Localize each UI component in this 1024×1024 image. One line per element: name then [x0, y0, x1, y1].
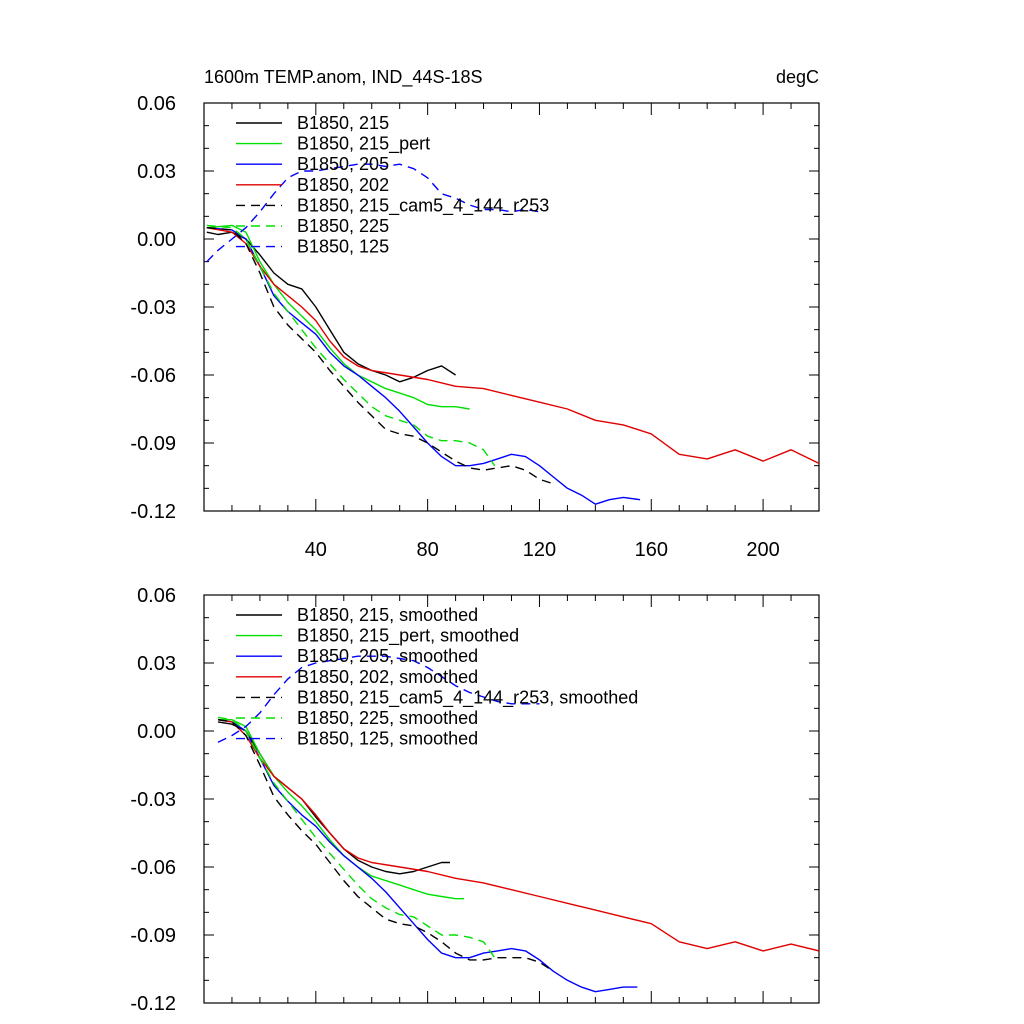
y-tick-label: -0.12	[130, 993, 176, 1015]
series-line-4	[217, 719, 554, 972]
x-tick-label: 200	[746, 539, 779, 561]
chart-title: 1600m TEMP.anom, IND_44S-18S	[204, 67, 482, 88]
y-tick-label: -0.06	[130, 857, 176, 879]
series-line-3	[206, 227, 819, 465]
y-tick-label: -0.12	[130, 501, 176, 523]
series-line-1	[206, 224, 470, 410]
y-tick-label: -0.06	[130, 365, 176, 387]
legend-entry: B1850, 225	[297, 216, 389, 236]
series-line-6	[217, 655, 540, 743]
y-tick-label: -0.09	[130, 433, 176, 455]
legend-entry: B1850, 215_pert, smoothed	[297, 626, 519, 647]
y-tick-label: -0.09	[130, 925, 176, 947]
legend-entry: B1850, 215_pert	[297, 134, 430, 155]
y-tick-label: -0.03	[130, 297, 176, 319]
legend-entry: B1850, 225, smoothed	[297, 708, 478, 728]
x-tick-label: 40	[305, 539, 327, 561]
legend-entry: B1850, 205	[297, 154, 389, 174]
series-line-2	[217, 719, 638, 993]
series-line-5	[217, 716, 496, 959]
legend-entry: B1850, 125	[297, 237, 389, 257]
legend-entry: B1850, 205, smoothed	[297, 646, 478, 666]
legend-entry: B1850, 215, smoothed	[297, 605, 478, 625]
x-tick-label: 120	[523, 539, 556, 561]
chart-top-raw: 1600m TEMP.anom, IND_44S-18S degC 0.06 0.03…	[130, 67, 820, 561]
legend-entry: B1850, 125, smoothed	[297, 729, 478, 749]
y-tick-label: 0.06	[137, 93, 176, 115]
legend-entry: B1850, 215_cam5_4_144_r253	[297, 195, 549, 216]
y-tick-label: 0.00	[137, 229, 176, 251]
series-line-5	[206, 224, 496, 467]
legend-entry: B1850, 215	[297, 113, 389, 133]
chart-bottom-smoothed: 0.06 0.03 0.00 -0.03 -0.06 -0.09 -0.12 B1850, 2…	[130, 585, 820, 1015]
y-tick-label: -0.03	[130, 789, 176, 811]
y-tick-label: 0.03	[137, 653, 176, 675]
legend-entry: B1850, 202, smoothed	[297, 667, 478, 687]
legend-entry: B1850, 202	[297, 175, 389, 195]
series-line-6	[206, 163, 540, 263]
y-tick-label: 0.03	[137, 161, 176, 183]
series-group	[217, 655, 819, 993]
series-group	[206, 163, 819, 505]
y-tick-label: 0.06	[137, 585, 176, 607]
chart-units: degC	[776, 67, 819, 87]
legend-entry: B1850, 215_cam5_4_144_r253, smoothed	[297, 687, 638, 708]
x-tick-label: 160	[635, 539, 668, 561]
series-line-4	[206, 227, 554, 485]
y-tick-label: 0.00	[137, 721, 176, 743]
series-line-3	[217, 719, 819, 952]
x-tick-label: 80	[417, 539, 439, 561]
